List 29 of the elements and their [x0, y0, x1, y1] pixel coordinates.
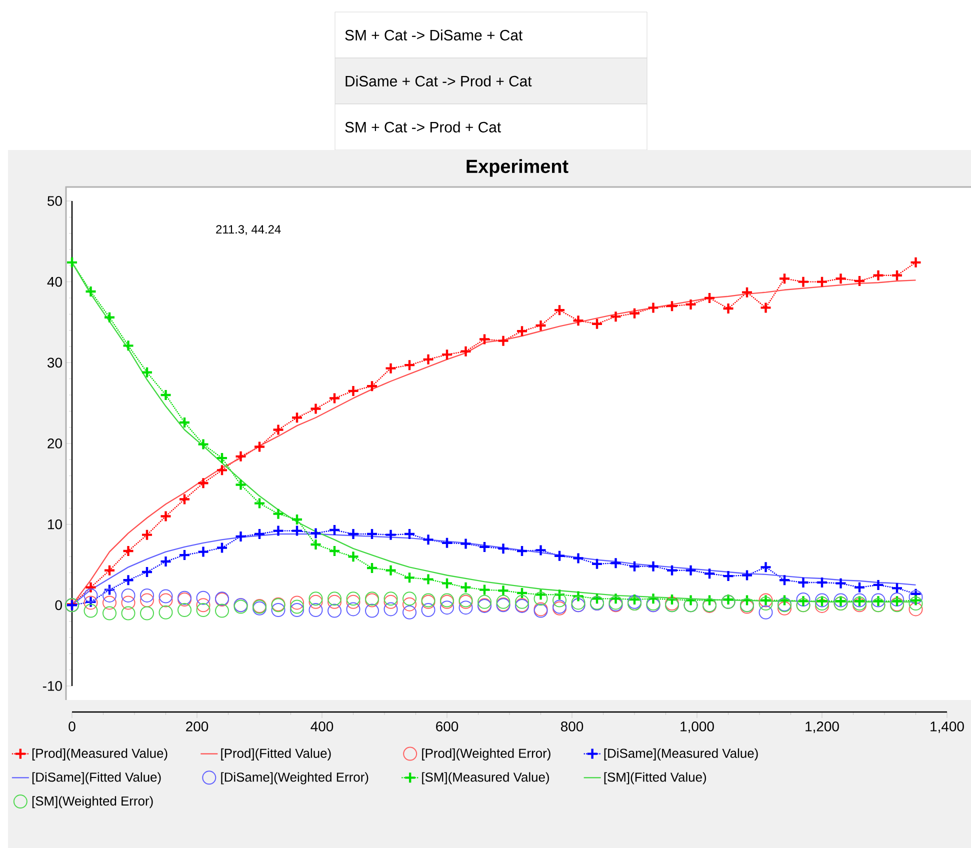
- x-tick-label: 400: [310, 721, 334, 732]
- text: SM + Cat -> Prod + Cat: [345, 122, 501, 132]
- legend-label: [Prod](Weighted Error): [422, 748, 550, 760]
- legend-label: [SM](Weighted Error): [32, 796, 153, 808]
- x-tick-label: 1,400: [930, 721, 964, 734]
- y-tick-label: 20: [48, 438, 62, 448]
- y-tick-label: 50: [48, 196, 62, 206]
- x-tick-label: 600: [436, 721, 458, 732]
- annotation: 211.3, 44.24: [216, 225, 281, 236]
- x-tick-label: 1,000: [680, 721, 714, 734]
- text: SM + Cat -> DiSame + Cat: [345, 30, 523, 40]
- y-tick-label: 0: [55, 600, 62, 610]
- y-tick-label: 40: [47, 276, 62, 287]
- legend-label: [DiSame](Fitted Value): [32, 772, 161, 784]
- legend-label: [DiSame](Weighted Error): [221, 772, 368, 784]
- legend-label: [SM](Measured Value): [422, 772, 549, 784]
- x-tick-label: 1,200: [806, 721, 839, 734]
- y-tick-label: 30: [48, 358, 62, 368]
- y-tick-label: 10: [48, 519, 62, 530]
- x-tick-label: 0: [68, 721, 76, 732]
- legend-label: [Prod](Measured Value): [32, 748, 168, 760]
- legend-label: [Prod](Fitted Value): [221, 748, 331, 760]
- y-tick-label: -10: [42, 681, 62, 691]
- legend-label: [DiSame](Measured Value): [604, 748, 758, 760]
- x-tick-label: 200: [186, 721, 208, 732]
- legend-label: [SM](Fitted Value): [604, 772, 706, 784]
- text: DiSame + Cat -> Prod + Cat: [346, 76, 532, 86]
- x-tick-label: 800: [560, 721, 584, 732]
- chart-title: Experiment: [466, 159, 568, 177]
